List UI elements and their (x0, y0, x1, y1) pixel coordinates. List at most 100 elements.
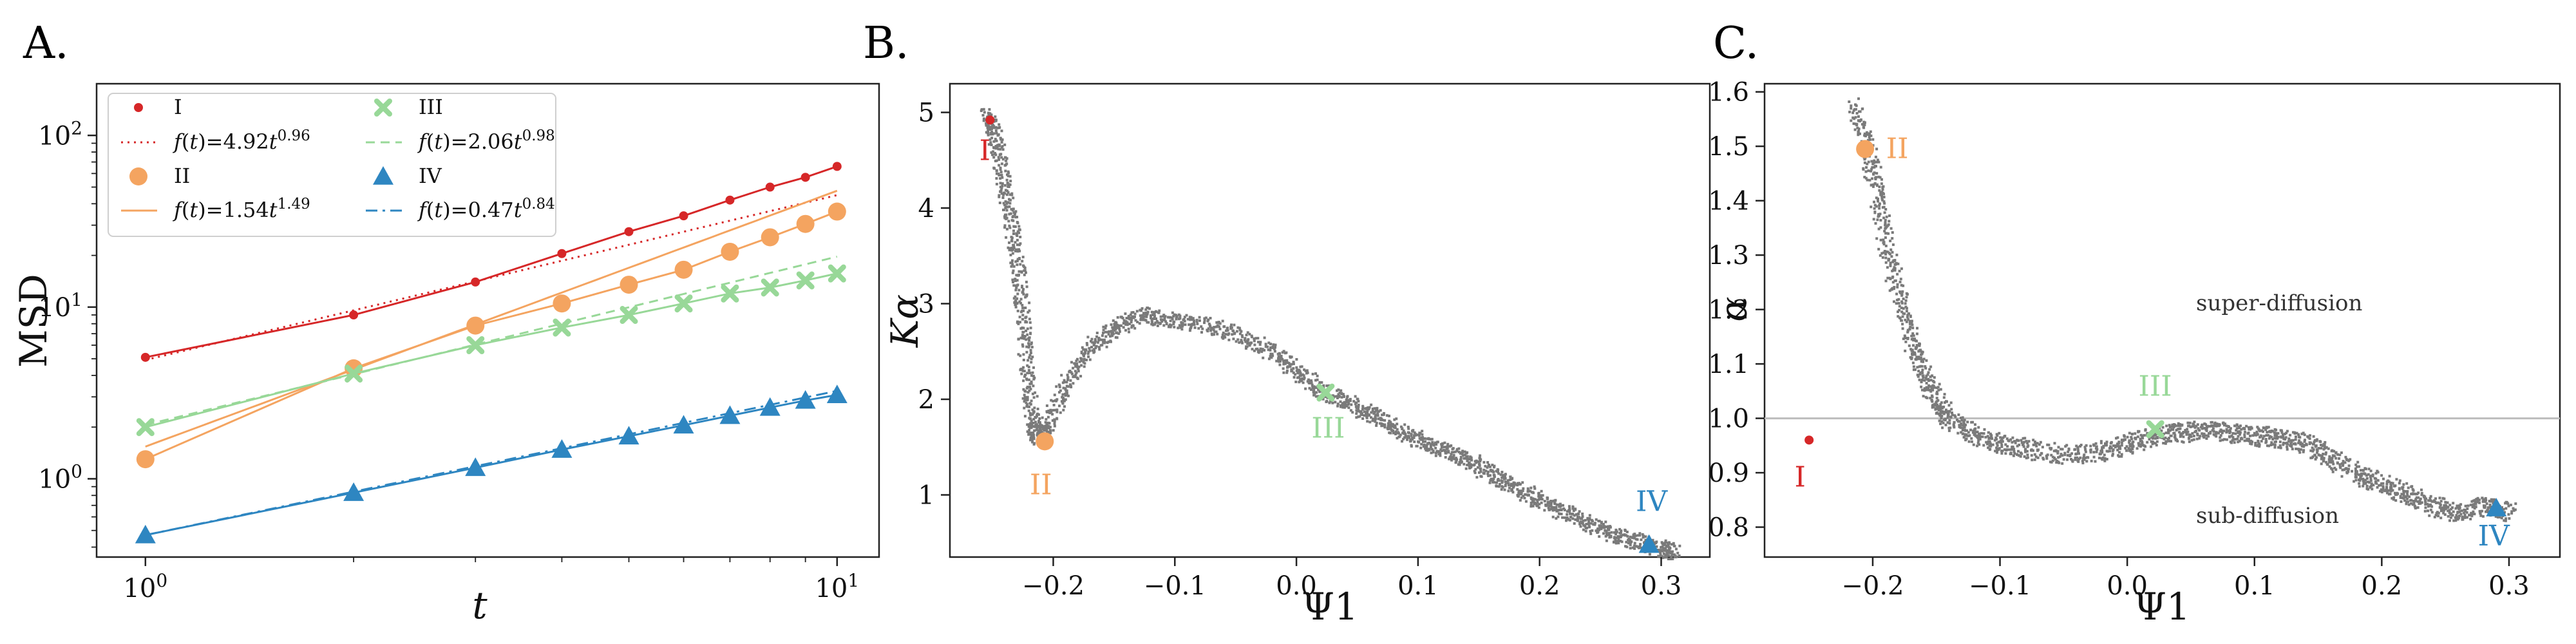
trajectory-scatter-points (980, 108, 1681, 560)
y-tick-label-5: 5 (918, 99, 934, 128)
series-i-point-2 (349, 310, 359, 320)
series-iii-point-2 (345, 365, 363, 383)
panel-label-a: A. (23, 18, 69, 69)
x-tick-label-1: 100 (123, 570, 167, 603)
series-iv-point-5 (618, 426, 639, 445)
fit-line-f-t-1-54t-1-49 (145, 189, 838, 448)
alpha-point-cloud (1848, 97, 2517, 522)
series-i-point-1 (140, 352, 150, 362)
msd-x-axis-label: t (472, 583, 488, 627)
series-iii-point-4 (553, 318, 571, 337)
x-tick-label-6: 0.3 (1641, 571, 1682, 601)
y-tick-label-1: 0.8 (1708, 513, 1749, 543)
msd-data-series (135, 162, 848, 544)
series-iii-point-8 (761, 278, 779, 297)
series-iii-point-10 (828, 264, 846, 283)
alpha-plot-frame (1763, 82, 2561, 558)
series-iii-point-7 (721, 284, 739, 303)
sub-diffusion-label: sub-diffusion (2196, 503, 2339, 529)
state-iii-marker (2146, 420, 2164, 439)
series-i-point-8 (765, 182, 775, 192)
state-iv-marker (2486, 497, 2507, 516)
state-iii-marker-stroke-b (2146, 420, 2164, 439)
series-iv-point-10 (826, 384, 848, 404)
k-alpha-axis-ticks: −0.2 −0.1 0.0 0.1 0.2 0.3 1 2 3 4 5 (918, 99, 1682, 601)
series-iii-point-9-stroke-b (796, 271, 815, 290)
series-ii-point-7 (721, 242, 739, 261)
msd-axis-ticks: 100 101 100 101 102 (38, 117, 859, 603)
x-tick-label-4: 0.1 (1397, 571, 1439, 601)
state-iv-marker (1638, 534, 1660, 553)
series-iv-point-7 (719, 405, 741, 424)
x-tick-label-4: 0.1 (2234, 571, 2275, 601)
x-tick-label-2: −0.1 (1969, 571, 2031, 601)
series-iii-point-9 (796, 271, 815, 290)
series-i-point-9 (800, 173, 810, 182)
state-ii-label: II (1030, 468, 1052, 501)
state-ii-marker (1856, 140, 1875, 158)
state-iii-label: III (1311, 412, 1345, 445)
alpha-x-axis-label: Ψ1 (2134, 585, 2190, 629)
series-iii-point-8-stroke-b (761, 278, 779, 297)
x-tick-label-3: 0.0 (1276, 571, 1317, 601)
k-alpha-point-cloud (980, 108, 1681, 560)
legend-box (108, 93, 556, 237)
super-diffusion-label: super-diffusion (2196, 290, 2362, 316)
state-i-marker (1804, 435, 1814, 445)
series-iv-point-8 (759, 397, 781, 416)
state-iv-label: IV (2478, 520, 2510, 553)
x-tick-label-1: −0.2 (1022, 571, 1084, 601)
state-iv-label: IV (1636, 486, 1668, 518)
y-tick-label-4: 4 (918, 194, 934, 223)
legend-label-f-t-4-92t-0-96: f(t)=4.92t0.96 (173, 128, 310, 154)
series-iii-point-2-stroke-b (345, 365, 363, 383)
y-tick-label-4: 1.1 (1708, 350, 1749, 379)
state-ii-label: II (1886, 132, 1909, 165)
series-line-i (145, 165, 838, 359)
series-ii-point-3 (466, 316, 485, 335)
k-alpha-y-axis-label: Kα (883, 294, 927, 348)
state-iii-label: III (2139, 370, 2172, 402)
msd-y-axis-label: MSD (12, 274, 55, 368)
series-iii-point-4-stroke-b (553, 318, 571, 337)
series-line-iii (145, 272, 838, 428)
series-iii-point-5-stroke-b (620, 306, 638, 325)
series-iii-point-6 (674, 294, 693, 313)
msd-panel: 100 101 100 101 102 If(t)=4.92t0.96 II f(t)=1.… (12, 82, 880, 627)
legend-label-ii: II (174, 164, 190, 188)
state-ii-marker (1036, 432, 1054, 451)
state-i-marker (985, 115, 995, 125)
msd-plot-frame (95, 82, 880, 558)
y-tick-label-2: 2 (918, 385, 934, 415)
series-line-ii (145, 211, 838, 460)
state-i-label: I (1794, 460, 1805, 493)
x-tick-label-5: 0.2 (2362, 571, 2403, 601)
x-tick-label-2: 101 (815, 570, 859, 603)
series-i-point-4 (557, 249, 567, 258)
series-iii-point-3-stroke-b (466, 336, 485, 354)
legend-label-f-t-0-47t-0-84: f(t)=0.47t0.84 (417, 196, 555, 222)
y-tick-label-3: 1.0 (1708, 404, 1749, 434)
y-tick-label-5: 1.2 (1708, 296, 1749, 325)
series-iii-point-3 (466, 336, 485, 354)
series-iii-point-1-stroke-b (136, 418, 155, 437)
legend-label-f-t-1-54t-1-49: f(t)=1.54t1.49 (173, 196, 310, 222)
x-tick-label-2: −0.1 (1144, 571, 1206, 601)
legend-marker-i (134, 103, 143, 112)
series-ii-point-9 (796, 214, 815, 233)
series-ii-point-1 (136, 450, 155, 469)
y-tick-label-3: 102 (38, 117, 82, 151)
fit-line-f-t-0-47t-0-84 (145, 390, 838, 536)
series-iii-point-5 (620, 306, 638, 325)
series-iv-point-3 (465, 457, 486, 477)
series-ii-point-5 (620, 276, 638, 294)
y-tick-label-2: 101 (38, 289, 82, 323)
series-iii-point-7-stroke-b (721, 284, 739, 303)
series-ii-point-4 (553, 294, 571, 313)
trajectory-scatter-points (1848, 97, 2517, 522)
state-iii-marker (1316, 383, 1335, 402)
